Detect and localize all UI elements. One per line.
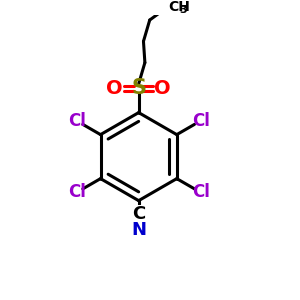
Text: O: O — [154, 79, 171, 98]
Text: O: O — [106, 79, 123, 98]
Text: C: C — [132, 205, 145, 223]
Text: Cl: Cl — [68, 183, 85, 201]
Text: S: S — [131, 79, 146, 98]
Text: Cl: Cl — [192, 112, 210, 130]
Text: Cl: Cl — [68, 112, 85, 130]
Text: 3: 3 — [179, 5, 187, 15]
Text: N: N — [131, 221, 146, 239]
Text: Cl: Cl — [192, 183, 210, 201]
Text: CH: CH — [169, 0, 190, 14]
